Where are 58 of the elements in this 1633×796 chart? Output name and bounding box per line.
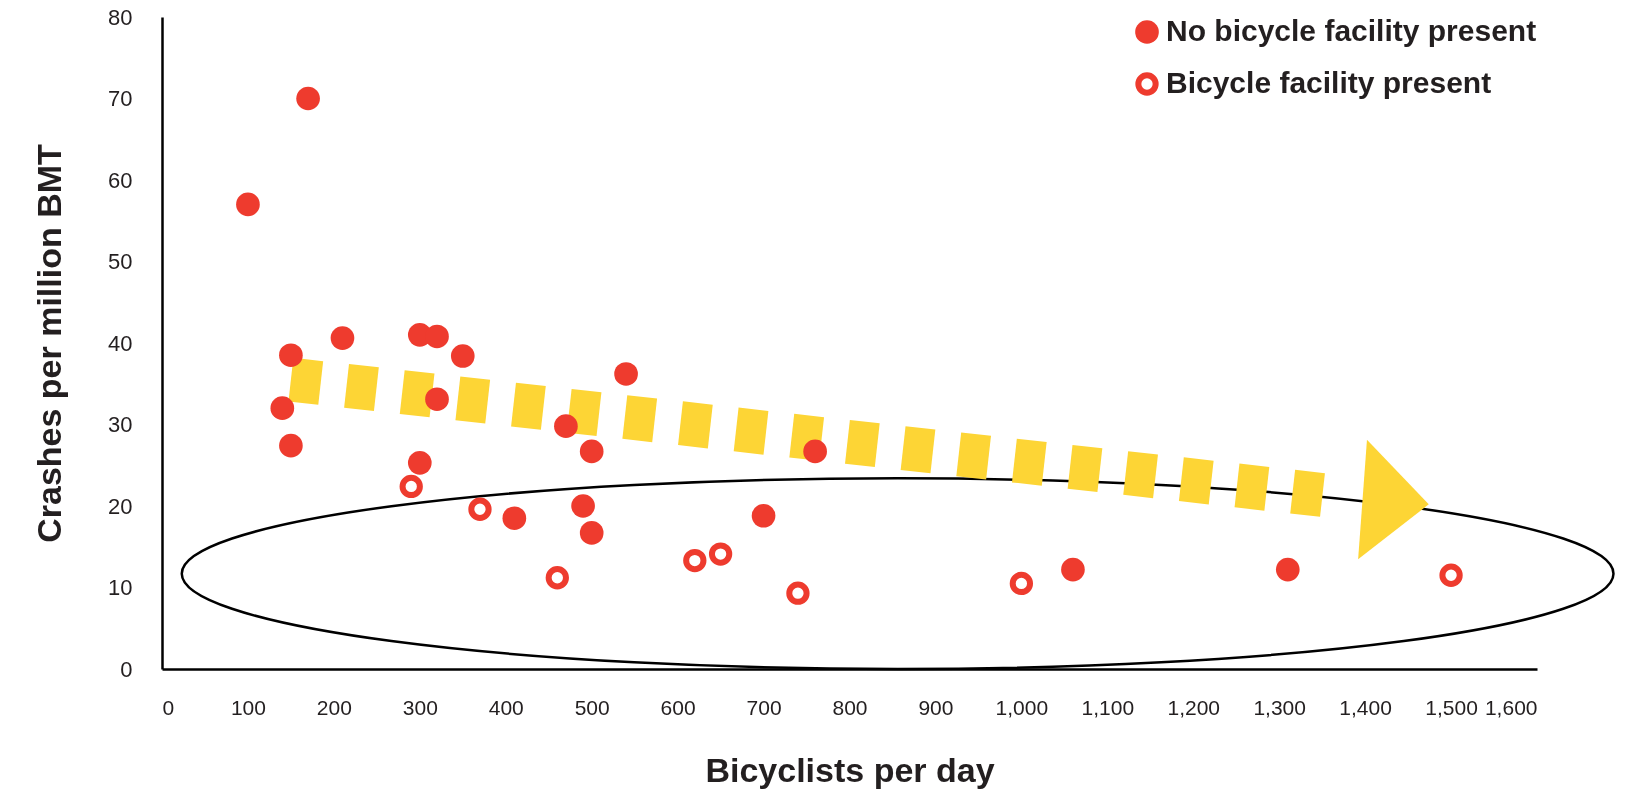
point bbox=[270, 396, 295, 421]
point bbox=[708, 542, 733, 566]
point bbox=[468, 497, 492, 521]
point bbox=[751, 503, 776, 528]
point bbox=[425, 387, 449, 412]
y-tick-label: 80 bbox=[108, 4, 133, 30]
y-tick-label: 60 bbox=[108, 167, 133, 193]
point bbox=[407, 451, 432, 475]
y-tick-label: 10 bbox=[108, 575, 133, 600]
x-tick-label: 800 bbox=[832, 695, 868, 719]
point bbox=[786, 581, 810, 605]
x-tick-label: 500 bbox=[574, 695, 610, 719]
point bbox=[579, 439, 604, 464]
x-tick-label: 700 bbox=[746, 695, 782, 719]
point bbox=[236, 192, 260, 217]
x-axis-title: Bicyclists per day bbox=[705, 750, 995, 789]
x-tick-label: 900 bbox=[918, 695, 954, 719]
point bbox=[545, 566, 569, 590]
x-tick-label: 1,300 bbox=[1253, 695, 1306, 719]
x-tick-label: 1,600 bbox=[1484, 695, 1538, 719]
x-tick-label: 400 bbox=[488, 695, 524, 719]
y-tick-label: 0 bbox=[120, 656, 133, 682]
point bbox=[683, 548, 707, 573]
point bbox=[1009, 571, 1034, 596]
x-tick-label: 100 bbox=[230, 695, 266, 719]
x-tick-label: 600 bbox=[660, 695, 696, 719]
point bbox=[502, 506, 527, 531]
point bbox=[425, 324, 449, 349]
point bbox=[399, 474, 423, 499]
point bbox=[450, 344, 475, 368]
point bbox=[803, 439, 827, 464]
legend-label: No bicycle facility present bbox=[1166, 14, 1537, 47]
point bbox=[571, 494, 595, 518]
point bbox=[1061, 557, 1085, 582]
x-tick-label: 1,200 bbox=[1167, 695, 1221, 719]
y-tick-label: 70 bbox=[108, 86, 133, 111]
y-tick-label: 20 bbox=[108, 493, 133, 519]
x-tick-label: 1,400 bbox=[1339, 695, 1392, 719]
y-tick-label: 50 bbox=[108, 249, 133, 274]
point bbox=[296, 86, 320, 111]
y-tick-label: 40 bbox=[108, 330, 133, 356]
x-tick-label: 1,500 bbox=[1425, 695, 1478, 719]
point bbox=[554, 414, 578, 438]
point bbox=[1275, 557, 1300, 582]
x-tick-label: 200 bbox=[316, 695, 352, 719]
point bbox=[279, 343, 303, 368]
point bbox=[614, 362, 638, 386]
point bbox=[579, 521, 604, 545]
y-axis-title: Crashes per million BMT bbox=[30, 143, 69, 543]
x-tick-label: 1,100 bbox=[1081, 695, 1135, 719]
legend-label: Bicycle facility present bbox=[1166, 66, 1492, 99]
x-tick-label: 1,000 bbox=[995, 695, 1049, 719]
point bbox=[330, 326, 355, 350]
x-tick-label: 0 bbox=[162, 695, 175, 719]
y-tick-label: 30 bbox=[108, 412, 133, 437]
x-tick-label: 300 bbox=[402, 695, 438, 719]
point bbox=[279, 433, 303, 458]
point bbox=[1439, 563, 1463, 587]
